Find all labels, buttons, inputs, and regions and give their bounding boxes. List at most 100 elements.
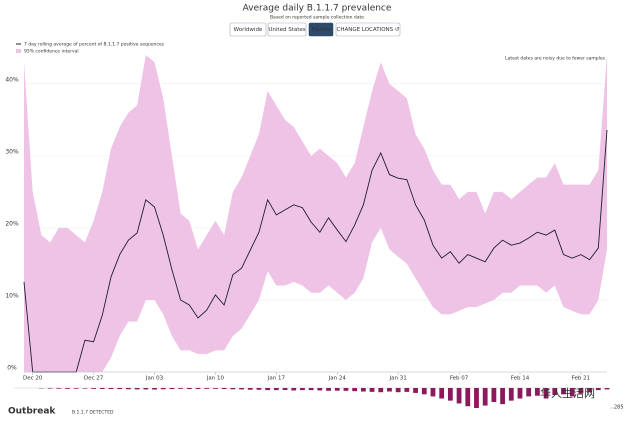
x-tick-label: Dec 27 xyxy=(84,376,104,382)
location-button[interactable] xyxy=(229,22,267,37)
bar xyxy=(508,388,514,401)
bar xyxy=(369,388,375,392)
bar xyxy=(56,388,62,389)
bar xyxy=(152,388,157,390)
bar xyxy=(578,388,584,394)
location-button-label[interactable]: United States xyxy=(268,27,305,33)
bar xyxy=(82,388,88,389)
bar xyxy=(543,388,549,399)
bar xyxy=(343,388,349,391)
x-tick-label: Feb 14 xyxy=(511,376,530,382)
bar xyxy=(91,388,97,389)
bar xyxy=(73,388,79,389)
bar xyxy=(517,388,523,399)
bar xyxy=(387,388,392,392)
bar xyxy=(308,388,314,391)
x-tick-label: Dec 20 xyxy=(23,376,43,382)
y-tick-label: 40% xyxy=(5,76,19,83)
bar xyxy=(117,388,123,390)
bar xyxy=(221,388,227,390)
location-button[interactable] xyxy=(267,22,307,37)
x-tick-label: Feb 21 xyxy=(572,376,591,382)
x-tick-label: Jan 03 xyxy=(145,376,164,382)
bar xyxy=(595,388,601,391)
bar xyxy=(143,388,149,390)
bar xyxy=(430,388,436,397)
bar xyxy=(265,388,271,391)
legend-label: 95% confidence interval xyxy=(24,49,79,55)
x-tick-label: Feb 07 xyxy=(450,376,469,382)
bar xyxy=(195,388,201,389)
bar xyxy=(186,388,192,390)
bar xyxy=(482,388,488,406)
bar xyxy=(178,388,184,389)
bar xyxy=(500,388,505,405)
bar xyxy=(65,388,70,389)
bar xyxy=(213,388,218,389)
bar xyxy=(439,388,445,399)
bar xyxy=(413,388,418,393)
bar xyxy=(334,388,340,391)
legend-swatch xyxy=(16,49,21,53)
bar xyxy=(604,388,610,390)
bar xyxy=(352,388,358,392)
y-tick-label: 0% xyxy=(7,365,17,372)
bar xyxy=(552,388,558,396)
bar xyxy=(47,388,53,389)
x-tick-label: Jan 31 xyxy=(389,376,407,382)
bar xyxy=(169,388,175,390)
location-button[interactable] xyxy=(335,22,401,37)
bar xyxy=(465,388,471,407)
location-button-label[interactable]: Worldwide xyxy=(234,27,263,33)
brand-box xyxy=(3,404,69,418)
title: Average daily B.1.1.7 prevalence xyxy=(243,4,392,14)
bar xyxy=(160,388,166,390)
y-tick-label: 10% xyxy=(5,292,19,299)
bar xyxy=(204,388,210,389)
bar xyxy=(247,388,253,390)
x-tick-label: Jan 10 xyxy=(206,376,225,382)
bar xyxy=(404,388,410,392)
bar xyxy=(126,388,131,390)
bar xyxy=(569,388,575,397)
bar xyxy=(239,388,244,390)
confidence-band xyxy=(24,55,607,372)
bar xyxy=(474,388,479,408)
location-button-label[interactable]: CHANGE LOCATIONS ↺ xyxy=(337,27,400,33)
bar xyxy=(273,388,279,391)
bar xyxy=(587,388,592,393)
location-button[interactable] xyxy=(308,22,334,37)
legend-label: 7 day rolling average of percent of B.1.… xyxy=(24,42,165,48)
bar xyxy=(282,388,288,390)
x-tick-label: Jan 17 xyxy=(267,376,286,382)
x-tick-label: Jan 24 xyxy=(328,376,347,382)
line xyxy=(23,129,608,373)
y-tick-label: 30% xyxy=(5,148,19,155)
watermark: 华人生活网 xyxy=(540,386,595,400)
bar xyxy=(360,388,366,392)
bar xyxy=(317,388,323,391)
bar xyxy=(300,388,305,391)
bar xyxy=(326,388,331,391)
bar xyxy=(230,388,236,390)
location-button-label[interactable]: Florida xyxy=(312,27,331,33)
bar xyxy=(291,388,297,391)
subtitle: Based on reported sample collection date xyxy=(270,15,364,21)
bar-tick-label: 285 xyxy=(614,405,624,411)
bar xyxy=(256,388,262,390)
bar xyxy=(447,388,453,401)
bar xyxy=(395,388,401,393)
bar xyxy=(378,388,384,393)
bar xyxy=(421,388,427,395)
bar xyxy=(534,388,540,396)
bar xyxy=(491,388,497,403)
bar xyxy=(108,388,114,390)
bar xyxy=(99,388,105,389)
bar xyxy=(134,388,140,390)
y-tick-label: 20% xyxy=(5,220,19,227)
bar-legend: B.1.1.7 DETECTED xyxy=(72,410,114,416)
annotation: Latest dates are noisy due to fewer samp… xyxy=(505,56,606,62)
bar xyxy=(561,388,566,395)
brand: Outbreak xyxy=(8,407,56,417)
